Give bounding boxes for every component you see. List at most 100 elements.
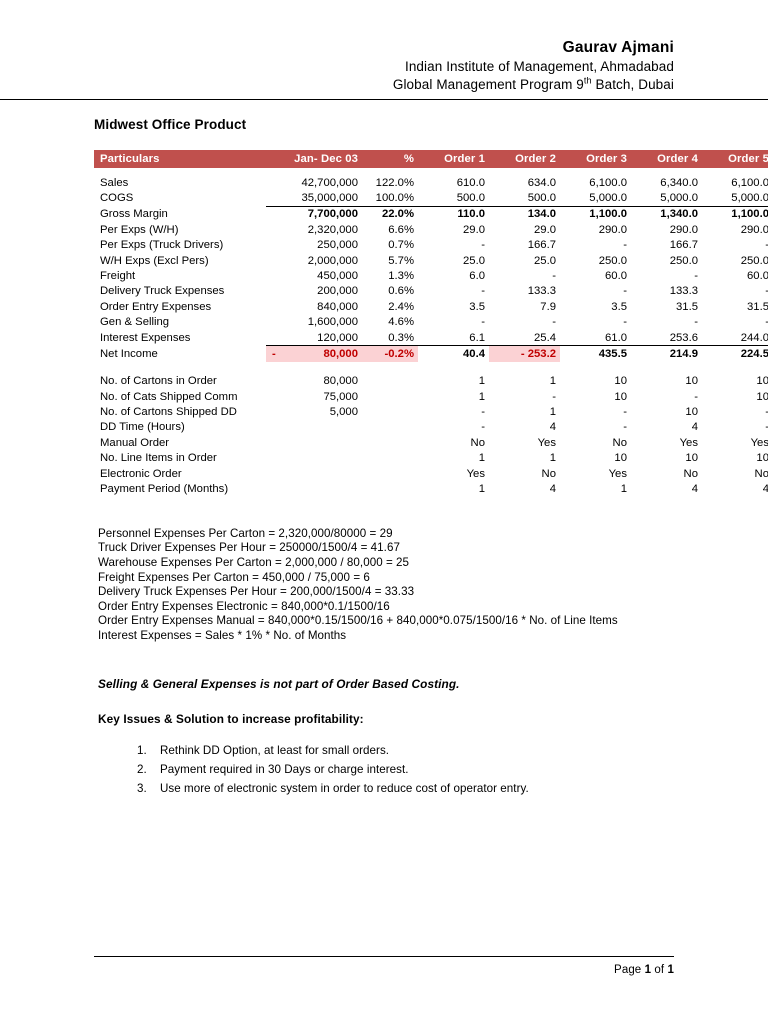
row-value: 80,000 bbox=[323, 375, 358, 388]
row-value: 6,340.0 bbox=[660, 176, 698, 189]
row-value: 10 bbox=[685, 375, 698, 388]
page-label-pre: Page bbox=[614, 964, 645, 976]
row-value: 450,000 bbox=[317, 269, 358, 282]
table-row: No. of Cartons Shipped DD 5,000 - 1 - 10… bbox=[94, 404, 768, 419]
program-ordinal-suffix: th bbox=[583, 75, 592, 86]
row-label: No. Line Items in Order bbox=[100, 452, 217, 465]
page-number: Page 1 of 1 bbox=[94, 964, 674, 976]
row-value bbox=[362, 374, 418, 389]
row-value: - bbox=[623, 421, 627, 434]
row-value: 5.7% bbox=[388, 254, 414, 267]
net-income-order-3: 435.5 bbox=[560, 345, 631, 362]
row-value bbox=[362, 466, 418, 481]
row-value: - bbox=[623, 285, 627, 298]
row-value: 10 bbox=[614, 452, 627, 465]
row-value: 25.0 bbox=[534, 254, 556, 267]
row-value: - bbox=[702, 315, 768, 330]
row-value: 120,000 bbox=[317, 331, 358, 344]
row-value: 253.6 bbox=[669, 331, 698, 344]
table-row: Electronic Order Yes No Yes No No bbox=[94, 466, 768, 481]
financial-table-body: Sales 42,700,000 122.0% 610.0 634.0 6,10… bbox=[94, 168, 768, 497]
row-value: 200,000 bbox=[317, 285, 358, 298]
row-value: 10 bbox=[756, 375, 768, 388]
row-value: 1 bbox=[478, 452, 485, 465]
key-issues-title: Key Issues & Solution to increase profit… bbox=[98, 711, 364, 726]
column-header-order-3: Order 3 bbox=[560, 150, 631, 168]
page-total: 1 bbox=[667, 964, 674, 976]
net-income-order-5: 224.5 bbox=[702, 345, 768, 362]
program-line-post: Batch, Dubai bbox=[591, 77, 674, 92]
row-value: - bbox=[623, 239, 627, 252]
row-value: 1 bbox=[620, 483, 627, 496]
row-label: Freight bbox=[100, 269, 136, 282]
row-value: 4 bbox=[762, 483, 768, 496]
formula-note: Freight Expenses Per Carton = 450,000 / … bbox=[98, 570, 370, 584]
row-value: - bbox=[552, 390, 556, 403]
table-row: Manual Order No Yes No Yes Yes bbox=[94, 435, 768, 450]
row-value: Yes bbox=[466, 467, 485, 480]
row-value: - bbox=[694, 269, 698, 282]
document-footer: Page 1 of 1 bbox=[0, 956, 768, 976]
row-value: 250.0 bbox=[740, 254, 768, 267]
row-label: Gen & Selling bbox=[100, 316, 170, 329]
formula-note: Truck Driver Expenses Per Hour = 250000/… bbox=[98, 541, 400, 555]
financial-table: Particulars Jan- Dec 03 % Order 1 Order … bbox=[94, 150, 768, 497]
row-value: 1 bbox=[549, 452, 556, 465]
row-value: 4 bbox=[691, 421, 698, 434]
page-current: 1 bbox=[644, 964, 652, 976]
document-header: Gaurav Ajmani Indian Institute of Manage… bbox=[0, 0, 768, 94]
program-line-pre: Global Management Program 9 bbox=[392, 77, 584, 92]
row-value: No bbox=[754, 467, 768, 480]
row-value: 0.3% bbox=[388, 331, 414, 344]
row-label: W/H Exps (Excl Pers) bbox=[100, 254, 209, 267]
row-value: 500.0 bbox=[527, 191, 556, 204]
table-row: W/H Exps (Excl Pers) 2,000,000 5.7% 25.0… bbox=[94, 253, 768, 268]
net-income-period-amount: 80,000 bbox=[323, 347, 358, 360]
row-value: 1 bbox=[549, 375, 556, 388]
row-value bbox=[266, 451, 362, 466]
header-divider bbox=[0, 99, 768, 100]
row-value: 6.6% bbox=[388, 223, 414, 236]
key-issues-list: Rethink DD Option, at least for small or… bbox=[94, 741, 674, 798]
row-value: 250.0 bbox=[598, 254, 627, 267]
row-value: - bbox=[481, 239, 485, 252]
formula-note: Order Entry Expenses Electronic = 840,00… bbox=[98, 599, 390, 613]
table-row-gross-margin: Gross Margin 7,700,000 22.0% 110.0 134.0… bbox=[94, 205, 768, 223]
row-value: 7,700,000 bbox=[266, 205, 362, 223]
row-value: - bbox=[702, 284, 768, 299]
row-value bbox=[362, 404, 418, 419]
table-header-row: Particulars Jan- Dec 03 % Order 1 Order … bbox=[94, 150, 768, 168]
row-value: 634.0 bbox=[527, 176, 556, 189]
table-row: COGS 35,000,000 100.0% 500.0 500.0 5,000… bbox=[94, 190, 768, 206]
program-line: Global Management Program 9th Batch, Dub… bbox=[94, 76, 674, 94]
row-value: - bbox=[702, 238, 768, 253]
row-value: 61.0 bbox=[605, 331, 627, 344]
row-value: 3.5 bbox=[611, 300, 627, 313]
formula-notes: Personnel Expenses Per Carton = 2,320,00… bbox=[94, 527, 674, 644]
row-value: Yes bbox=[679, 436, 698, 449]
row-value: 1,100.0 bbox=[702, 205, 768, 223]
column-header-order-4: Order 4 bbox=[631, 150, 702, 168]
row-value: 60.0 bbox=[747, 269, 768, 282]
row-value: Yes bbox=[537, 436, 556, 449]
row-value: 1,600,000 bbox=[307, 316, 358, 329]
row-label: Payment Period (Months) bbox=[100, 483, 229, 496]
formula-note: Personnel Expenses Per Carton = 2,320,00… bbox=[98, 526, 393, 540]
row-value: 5,000.0 bbox=[731, 191, 768, 204]
table-row: DD Time (Hours) - 4 - 4 - bbox=[94, 420, 768, 435]
row-value bbox=[266, 420, 362, 435]
row-value: - bbox=[623, 406, 627, 419]
net-income-order-1: 40.4 bbox=[418, 345, 489, 362]
row-value: 60.0 bbox=[605, 269, 627, 282]
row-value: No bbox=[612, 436, 627, 449]
row-value: 4 bbox=[549, 483, 556, 496]
row-value: 75,000 bbox=[323, 390, 358, 403]
table-row: Order Entry Expenses 840,000 2.4% 3.5 7.… bbox=[94, 299, 768, 314]
costing-statement: Selling & General Expenses is not part o… bbox=[98, 676, 460, 691]
row-label: Manual Order bbox=[100, 436, 170, 449]
row-value: 840,000 bbox=[317, 300, 358, 313]
institute-line: Indian Institute of Management, Ahmadaba… bbox=[404, 59, 674, 74]
row-value: - bbox=[481, 285, 485, 298]
table-spacer bbox=[94, 168, 768, 175]
